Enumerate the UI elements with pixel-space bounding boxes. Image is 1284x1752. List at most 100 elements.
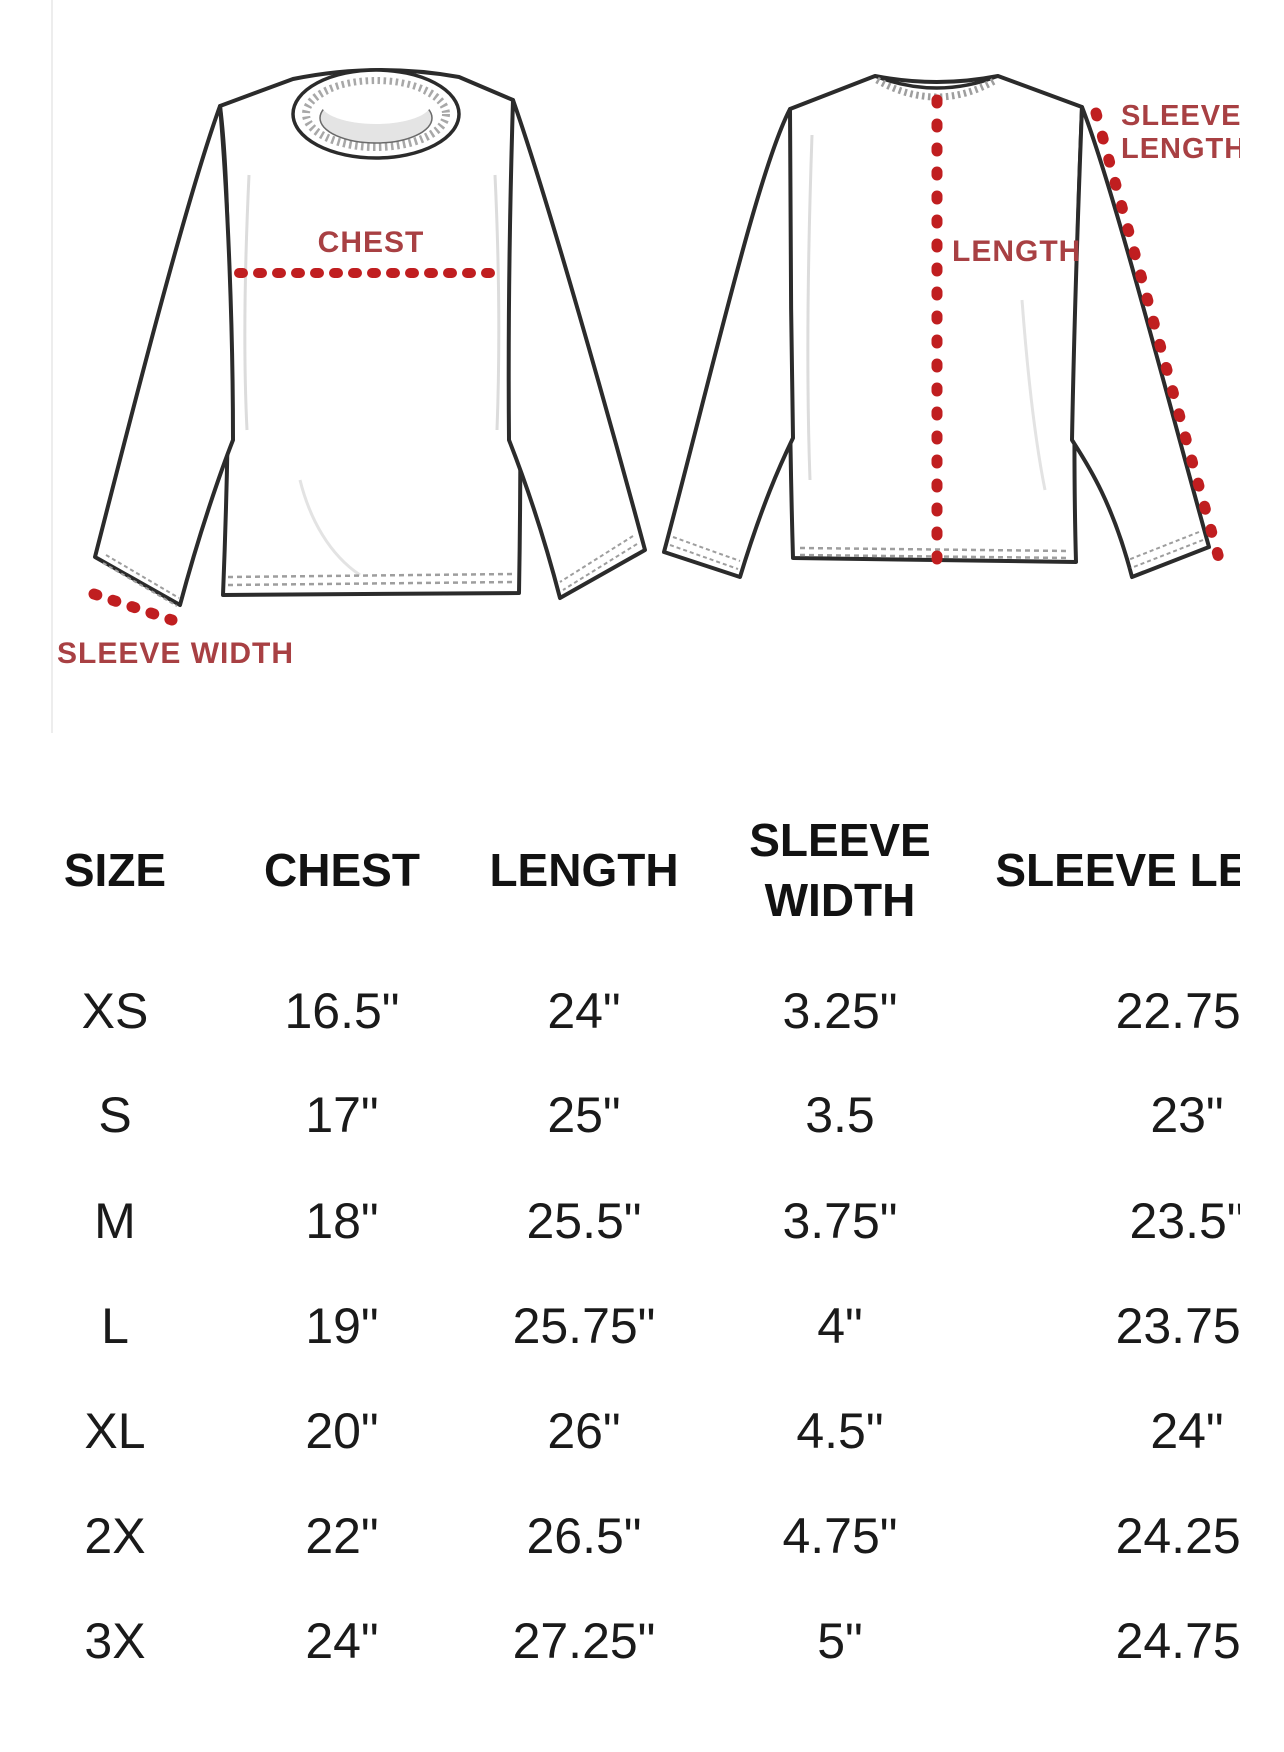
back-hem-stitch-1 bbox=[799, 546, 1071, 553]
cell-size: L bbox=[30, 1297, 200, 1355]
cell-length: 24" bbox=[484, 982, 684, 1040]
cell-length: 26" bbox=[484, 1402, 684, 1460]
size-value: 2X bbox=[84, 1508, 146, 1564]
cell-size: XL bbox=[30, 1402, 200, 1460]
col-header-sleeve-width-label: SLEEVE WIDTH bbox=[749, 814, 931, 926]
chest-value: 19" bbox=[305, 1298, 379, 1354]
graphic-left-edge bbox=[51, 0, 53, 733]
cell-size: 2X bbox=[30, 1507, 200, 1565]
length-value: 25.5" bbox=[526, 1193, 642, 1249]
size-value: 3X bbox=[84, 1613, 146, 1669]
sleeve-width-value: 5" bbox=[817, 1613, 863, 1669]
col-header-size: SIZE bbox=[30, 841, 200, 901]
chest-value: 20" bbox=[305, 1403, 379, 1459]
cell-chest: 20" bbox=[200, 1402, 484, 1460]
table-row-l: L 19" 25.75" 4" 23.75" bbox=[30, 1295, 1240, 1357]
front-right-sleeve bbox=[506, 98, 647, 600]
chest-value: 17" bbox=[305, 1087, 379, 1143]
back-fold-shading-right bbox=[1020, 299, 1047, 491]
sleeve-length-value: 22.75" bbox=[1115, 983, 1240, 1039]
col-header-chest-label: CHEST bbox=[264, 844, 420, 897]
sleeve-length-value: 23" bbox=[1150, 1087, 1224, 1143]
chest-value: 24" bbox=[305, 1613, 379, 1669]
front-right-cuff-stitch-1 bbox=[562, 543, 638, 591]
front-left-sleeve bbox=[93, 104, 235, 607]
col-header-sleeve-length: SLEEVE LENGTH bbox=[995, 841, 1240, 901]
cell-sleeve-length: 24" bbox=[996, 1402, 1240, 1460]
cell-chest: 24" bbox=[200, 1612, 484, 1670]
front-hem-stitch-2 bbox=[227, 580, 515, 587]
size-table-header-row: SIZE CHEST LENGTH SLEEVE WIDTH SLEEVE LE… bbox=[30, 801, 1240, 941]
cell-size: 3X bbox=[30, 1612, 200, 1670]
cell-sleeve-width: 3.75" bbox=[684, 1192, 996, 1250]
cell-sleeve-width: 4.75" bbox=[684, 1507, 996, 1565]
front-shirt-drawing: CHEST bbox=[93, 67, 647, 607]
length-value: 27.25" bbox=[512, 1613, 656, 1669]
length-label: LENGTH bbox=[952, 235, 1081, 268]
sleeve-length-value: 24" bbox=[1150, 1403, 1224, 1459]
front-collar-rib bbox=[302, 77, 450, 151]
cell-chest: 22" bbox=[200, 1507, 484, 1565]
sleeve-length-value: 23.75" bbox=[1115, 1298, 1240, 1354]
front-right-cuff-stitch-2 bbox=[559, 535, 634, 583]
cell-sleeve-length: 22.75" bbox=[996, 982, 1240, 1040]
table-row-3x: 3X 24" 27.25" 5" 24.75" bbox=[30, 1610, 1240, 1672]
col-header-sleeve-width: SLEEVE WIDTH bbox=[684, 811, 996, 931]
cell-chest: 16.5" bbox=[200, 982, 484, 1040]
back-right-cuff-stitch-1 bbox=[1130, 539, 1204, 569]
length-value: 25.75" bbox=[512, 1298, 656, 1354]
col-header-sleeve-length-label: SLEEVE LENGTH bbox=[995, 844, 1240, 897]
sleeve-length-value: 24.25" bbox=[1115, 1508, 1240, 1564]
size-value: M bbox=[94, 1193, 136, 1249]
table-row-2x: 2X 22" 26.5" 4.75" 24.25" bbox=[30, 1505, 1240, 1567]
sleeve-width-value: 4" bbox=[817, 1298, 863, 1354]
back-shirt-drawing: LENGTH SLEEVE LENGTH bbox=[662, 74, 1240, 580]
back-left-cuff-stitch-2 bbox=[672, 536, 741, 562]
cell-chest: 18" bbox=[200, 1192, 484, 1250]
shirt-measurement-diagram: CHEST LENGTH bbox=[57, 67, 1240, 670]
cell-sleeve-length: 24.75" bbox=[996, 1612, 1240, 1670]
cell-sleeve-length: 23.75" bbox=[996, 1297, 1240, 1355]
back-collar-stitch bbox=[875, 76, 998, 101]
chest-value: 16.5" bbox=[284, 983, 400, 1039]
size-value: S bbox=[98, 1087, 132, 1143]
table-row-m: M 18" 25.5" 3.75" 23.5" bbox=[30, 1190, 1240, 1252]
back-right-cuff-stitch-2 bbox=[1127, 531, 1200, 561]
front-fold-shading-right bbox=[493, 174, 501, 431]
size-value: XS bbox=[81, 983, 149, 1039]
cell-chest: 17" bbox=[200, 1086, 484, 1144]
cell-length: 25.5" bbox=[484, 1192, 684, 1250]
sleeve-width-value: 3.25" bbox=[782, 983, 898, 1039]
sleeve-length-value: 23.5" bbox=[1129, 1193, 1240, 1249]
length-value: 25" bbox=[547, 1087, 621, 1143]
back-left-cuff-stitch-1 bbox=[669, 544, 739, 570]
sleeve-length-label-line1: SLEEVE bbox=[1121, 100, 1240, 132]
length-value: 26.5" bbox=[526, 1508, 642, 1564]
sleeve-length-measure-line bbox=[1090, 107, 1227, 572]
sleeve-width-value: 3.5 bbox=[805, 1087, 875, 1143]
sleeve-width-measure-line bbox=[88, 588, 178, 626]
cell-sleeve-width: 4" bbox=[684, 1297, 996, 1355]
cell-length: 27.25" bbox=[484, 1612, 684, 1670]
col-header-size-label: SIZE bbox=[63, 844, 167, 897]
cell-size: S bbox=[30, 1086, 200, 1144]
table-row-s: S 17" 25" 3.5 23" bbox=[30, 1084, 1240, 1146]
size-chart-graphic: CHEST LENGTH bbox=[30, 0, 1240, 1672]
back-neckline bbox=[874, 74, 999, 90]
cell-size: XS bbox=[30, 982, 200, 1040]
sleeve-width-value: 4.5" bbox=[796, 1403, 884, 1459]
chest-value: 22" bbox=[305, 1508, 379, 1564]
cell-sleeve-width: 4.5" bbox=[684, 1402, 996, 1460]
cell-length: 25.75" bbox=[484, 1297, 684, 1355]
chest-value: 18" bbox=[305, 1193, 379, 1249]
length-value: 26" bbox=[547, 1403, 621, 1459]
cell-length: 25" bbox=[484, 1086, 684, 1144]
size-value: L bbox=[101, 1298, 129, 1354]
front-hem-stitch-1 bbox=[227, 572, 515, 579]
sleeve-width-value: 3.75" bbox=[782, 1193, 898, 1249]
back-fold-shading-left bbox=[806, 134, 814, 481]
cell-sleeve-width: 3.5 bbox=[684, 1086, 996, 1144]
col-header-length-label: LENGTH bbox=[489, 844, 679, 897]
sleeve-width-value: 4.75" bbox=[782, 1508, 898, 1564]
